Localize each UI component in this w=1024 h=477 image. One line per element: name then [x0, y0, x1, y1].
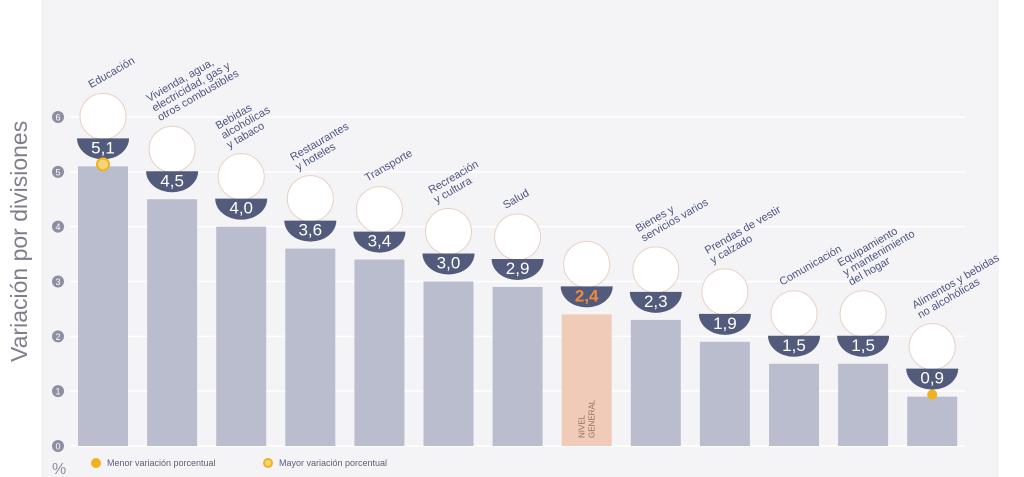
category-label: Vivienda, agua,electricidad, gas yotros …	[145, 48, 242, 124]
category-label: Transporte	[363, 147, 415, 184]
bar	[423, 281, 474, 446]
bar	[354, 259, 405, 446]
value-badge	[768, 335, 820, 357]
highlight-bar-label-line: NIVEL	[578, 414, 587, 438]
category-label: Equipamientoy mantenimientodel hogar	[836, 219, 923, 289]
y-tick-label: 5	[55, 167, 60, 177]
y-tick-label: 0	[55, 442, 60, 452]
category-label: Bienes yservicios varios	[634, 187, 711, 245]
value-label: 0,9	[920, 369, 944, 388]
value-label: 5,1	[91, 138, 115, 157]
value-badge	[422, 253, 475, 275]
value-label: 3,0	[437, 254, 461, 273]
y-tick-label: 3	[55, 277, 60, 287]
wine-bottle-icon	[217, 153, 265, 201]
y-tick-badge	[52, 165, 64, 178]
value-badge	[698, 313, 751, 335]
bar	[838, 363, 889, 446]
air-conditioner-icon	[839, 290, 887, 338]
category-label-line: Salud	[501, 187, 531, 211]
first-aid-icon	[494, 213, 542, 261]
value-badge	[906, 368, 959, 390]
min-marker-swatch	[91, 458, 101, 468]
value-badge	[146, 171, 199, 193]
y-axis-unit: %	[52, 461, 66, 477]
category-label: Educación	[87, 55, 137, 91]
y-tick-badge	[52, 330, 64, 343]
value-badge	[629, 291, 682, 313]
value-badge	[77, 138, 129, 160]
value-label: 2,3	[644, 292, 668, 311]
y-tick-badge	[52, 111, 64, 123]
highlight-bar-label-line: GENERAL	[588, 399, 597, 438]
smartphone-icon	[770, 290, 818, 338]
bar	[78, 166, 128, 446]
bar	[216, 226, 267, 446]
chicken-leg-icon	[908, 323, 956, 371]
value-badge	[284, 220, 337, 242]
category-label-line: Educación	[87, 55, 137, 91]
value-label: 2,4	[575, 286, 599, 305]
value-badge	[215, 198, 268, 220]
sun-umbrella-icon	[425, 208, 472, 255]
notebook-pencil-icon	[79, 92, 127, 140]
value-label: 2,9	[506, 259, 530, 278]
value-badge	[353, 231, 406, 253]
max-marker-swatch	[263, 458, 273, 468]
bar	[769, 363, 819, 446]
legend-label-max: Mayor variación porcentual	[279, 458, 388, 468]
y-axis-title-area: Variación por divisiones	[6, 121, 32, 362]
y-tick-badge	[52, 275, 64, 288]
category-label: Recreacióny cultura	[427, 158, 487, 206]
y-tick-label: 1	[55, 387, 60, 397]
shopping-bag-icon	[563, 240, 611, 288]
value-label: 4,0	[229, 199, 253, 218]
value-label: 1,9	[713, 314, 737, 333]
value-badge	[491, 258, 544, 280]
category-label: Bebidasalcohólicasy tabaco	[214, 94, 279, 151]
y-tick-badge	[52, 440, 64, 452]
legend-item-max: Mayor variación porcentual	[263, 454, 387, 472]
tshirt-shoe-icon	[701, 268, 749, 316]
value-label: 3,6	[298, 221, 322, 240]
comb-scissors-icon	[632, 246, 680, 294]
bar	[699, 341, 750, 446]
legend-label-min: Menor variación porcentual	[107, 458, 216, 468]
category-label-line: Transporte	[363, 147, 415, 184]
category-label: Prendas de vestiry calzado	[703, 204, 789, 267]
value-label: 1,5	[851, 336, 875, 355]
y-axis-title: Variación por divisiones	[6, 121, 32, 362]
value-label: 3,4	[368, 232, 392, 251]
bar	[630, 319, 681, 446]
value-badge	[837, 335, 890, 357]
category-label: Restaurantesy hoteles	[288, 120, 357, 173]
bus-sube-card-icon	[355, 186, 403, 234]
bar	[492, 286, 543, 446]
value-badge	[560, 286, 613, 308]
plate-cutlery-icon	[286, 175, 334, 223]
y-tick-label: 4	[55, 222, 60, 232]
y-tick-label: 6	[55, 113, 60, 123]
highlight-bar-label: NIVELGENERAL	[578, 399, 597, 438]
lightbulb-tools-icon	[148, 125, 196, 173]
bar	[285, 248, 336, 446]
legend-item-min: Menor variación porcentual	[91, 454, 216, 472]
value-label: 1,5	[782, 336, 806, 355]
value-label: 4,5	[160, 171, 184, 190]
category-label: Alimentos y bebidasno alcohólicas	[910, 252, 1007, 321]
max-variation-marker	[96, 157, 110, 172]
bar	[907, 396, 958, 446]
bar	[147, 199, 198, 446]
y-tick-badge	[52, 385, 64, 398]
y-tick-label: 2	[55, 332, 60, 342]
bar	[561, 314, 612, 446]
category-label: Salud	[501, 187, 531, 211]
min-variation-marker	[927, 389, 938, 400]
y-tick-badge	[52, 220, 64, 233]
